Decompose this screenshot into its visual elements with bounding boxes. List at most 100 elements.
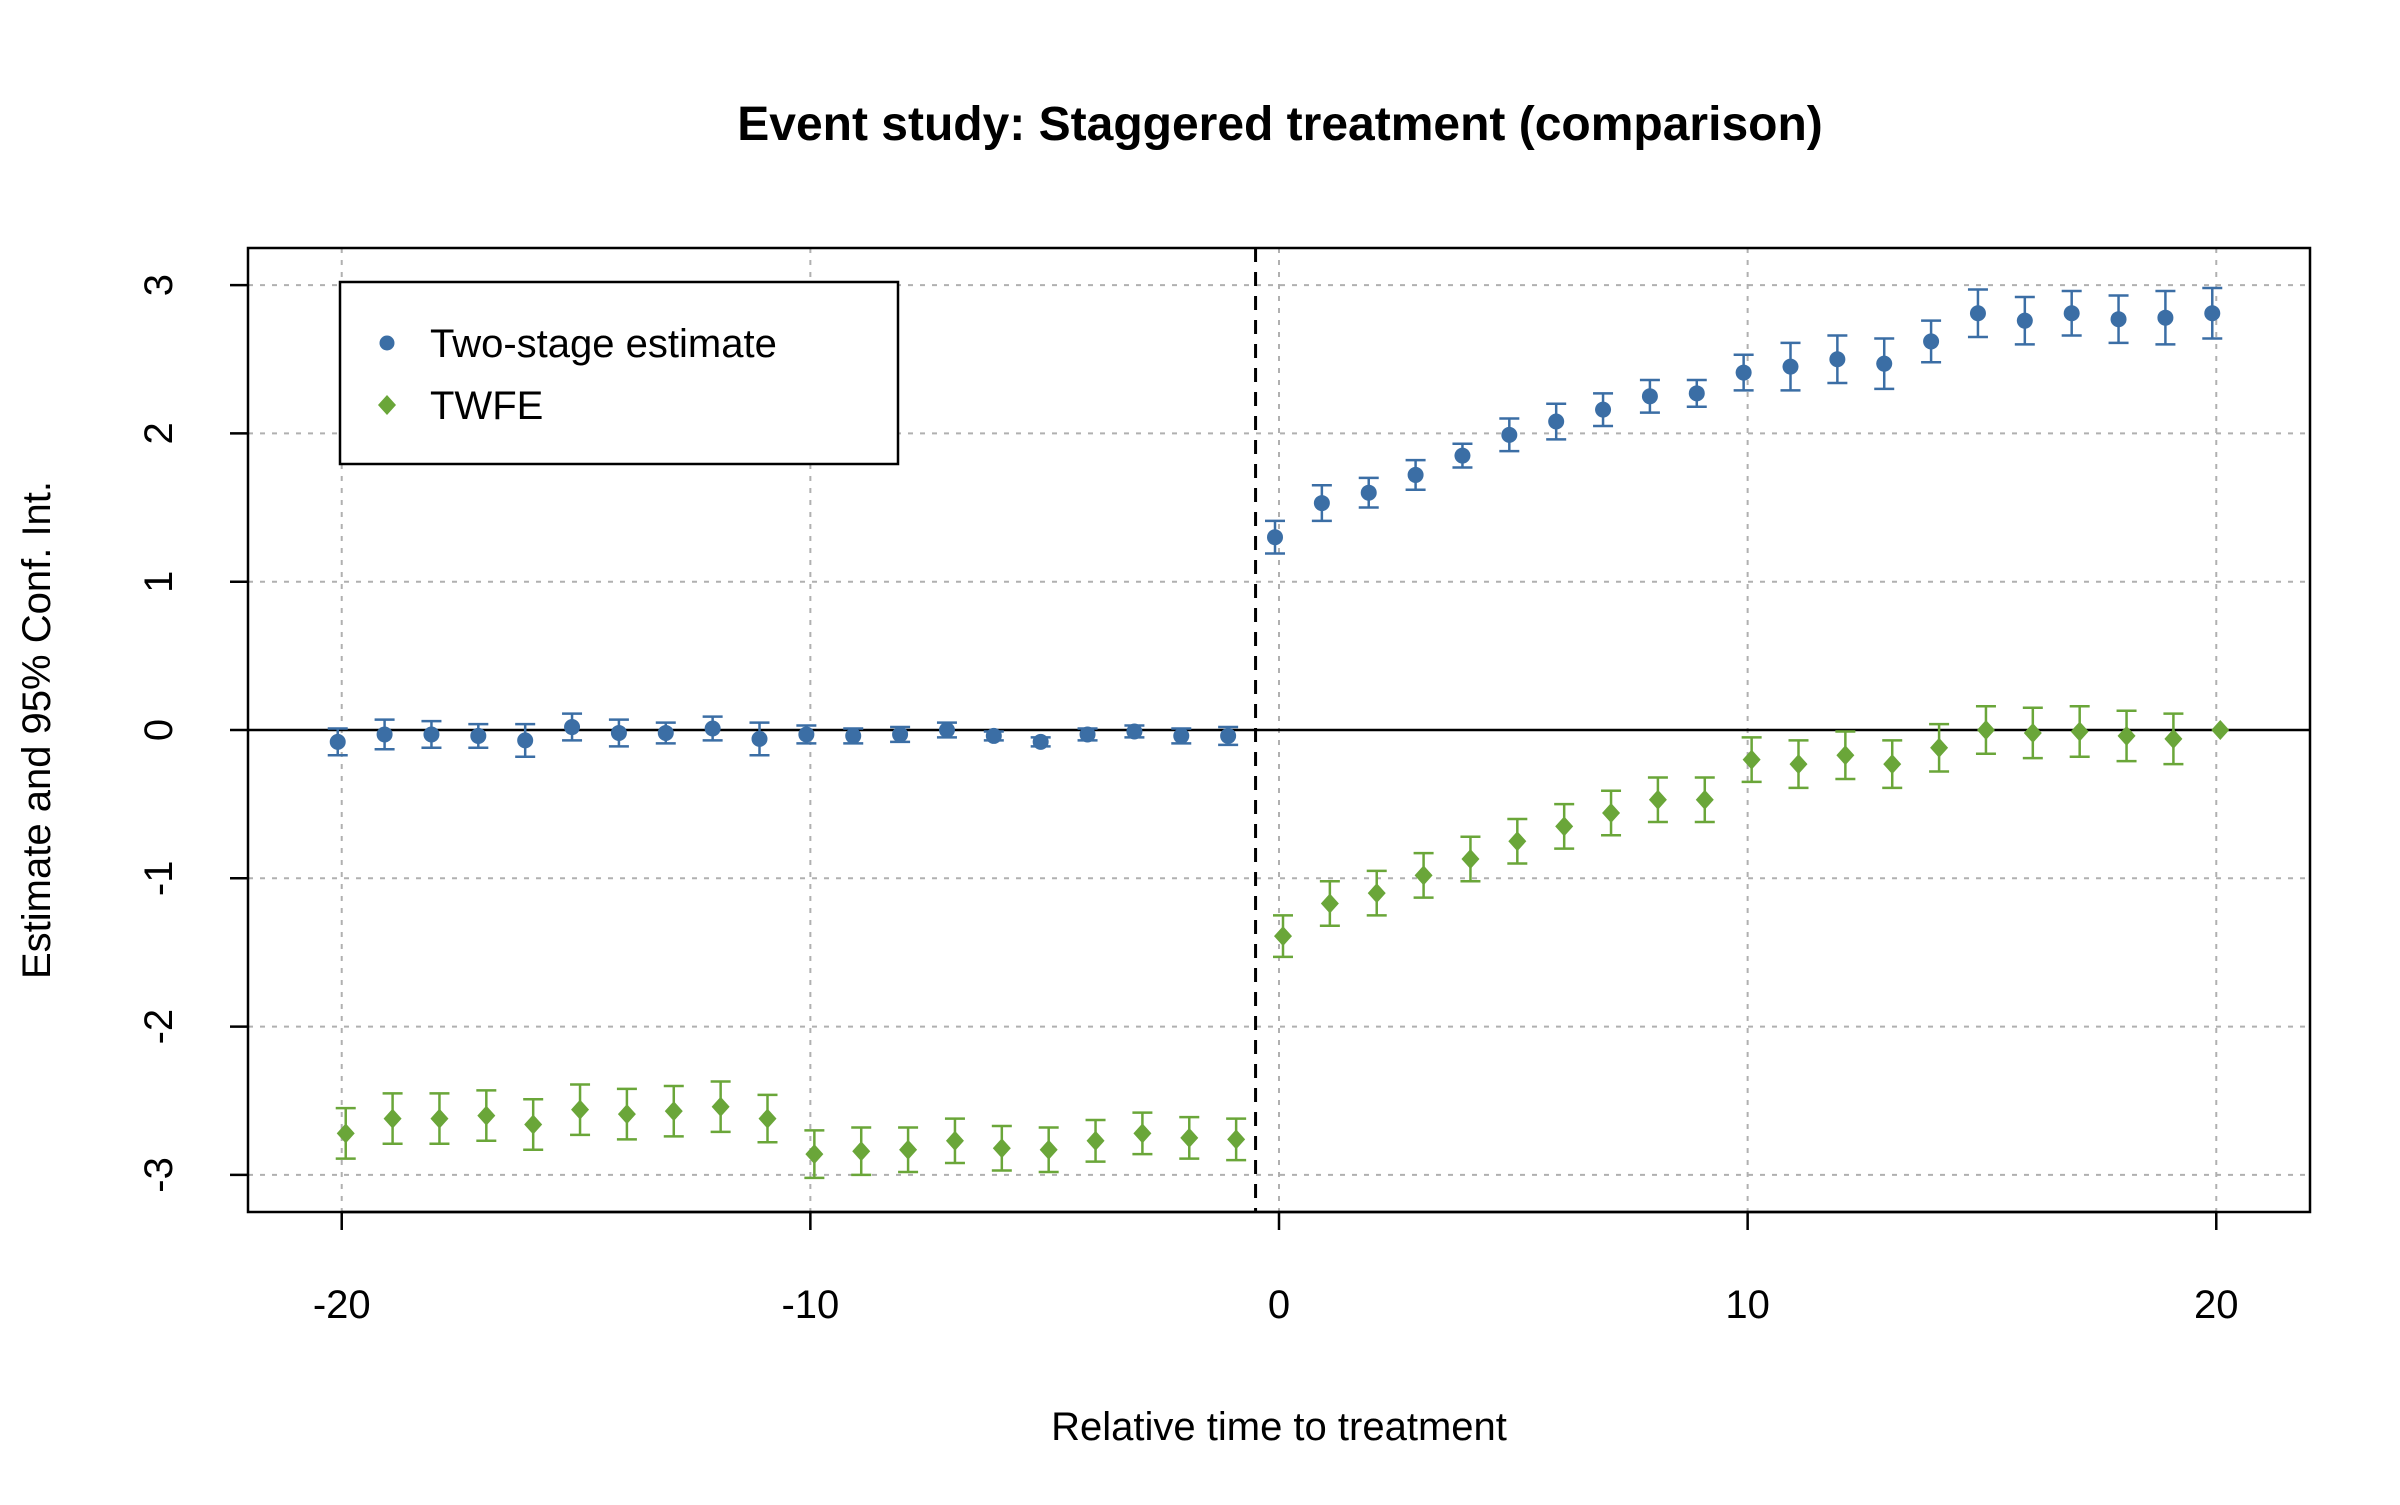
two-stage-point xyxy=(2157,309,2174,326)
two-stage-point xyxy=(1313,495,1330,512)
legend-label-two-stage: Two-stage estimate xyxy=(430,322,777,366)
two-stage-point xyxy=(610,724,627,741)
twfe-point xyxy=(524,1114,543,1135)
twfe-point xyxy=(1695,789,1714,810)
two-stage-point xyxy=(845,727,862,744)
x-tick-label: 20 xyxy=(2194,1283,2239,1327)
two-stage-point xyxy=(1032,733,1049,750)
twfe-point xyxy=(1555,816,1574,837)
two-stage-point xyxy=(892,726,909,743)
twfe-point xyxy=(430,1108,449,1129)
two-stage-point xyxy=(2063,305,2080,322)
two-stage-point xyxy=(938,722,955,738)
legend-marker-twfe xyxy=(378,395,396,415)
two-stage-point xyxy=(1641,388,1658,405)
two-stage-point xyxy=(517,732,534,749)
twfe-point xyxy=(2117,725,2136,746)
x-tick-label: 10 xyxy=(1725,1283,1770,1327)
twfe-point xyxy=(1461,849,1480,870)
data-series xyxy=(327,286,2230,1180)
twfe-point xyxy=(1508,831,1527,852)
twfe-point xyxy=(1602,803,1621,824)
twfe-point xyxy=(1180,1127,1199,1148)
twfe-point xyxy=(1883,754,1902,775)
two-stage-point xyxy=(1969,305,1986,322)
y-tick-label: -2 xyxy=(137,1009,181,1045)
twfe-point xyxy=(899,1139,918,1160)
twfe-point xyxy=(1227,1129,1246,1150)
x-axis: -20 -10 0 10 20 xyxy=(313,1210,2239,1327)
two-stage-point xyxy=(657,724,674,741)
two-stage-point xyxy=(798,726,815,743)
twfe-point xyxy=(992,1138,1011,1159)
two-stage-point xyxy=(376,726,393,743)
two-stage-point xyxy=(1923,333,1940,350)
two-stage-point xyxy=(1548,413,1565,430)
reference-lines xyxy=(248,248,2310,1212)
two-stage-point xyxy=(1782,358,1799,375)
twfe-point xyxy=(1742,749,1761,770)
two-stage-point xyxy=(985,727,1002,744)
legend-label-twfe: TWFE xyxy=(430,384,543,428)
two-stage-point xyxy=(1407,466,1424,483)
two-stage-point xyxy=(1735,364,1752,381)
two-stage-point xyxy=(1267,529,1283,546)
two-stage-point xyxy=(1360,484,1377,501)
legend: Two-stage estimate TWFE xyxy=(338,280,900,466)
twfe-point xyxy=(1836,745,1855,766)
twfe-point xyxy=(852,1141,871,1162)
twfe-point xyxy=(945,1130,964,1151)
twfe-point xyxy=(805,1144,824,1165)
twfe-point xyxy=(758,1108,777,1129)
twfe-point xyxy=(2070,721,2089,742)
two-stage-series xyxy=(327,286,2223,758)
two-stage-point xyxy=(564,719,581,736)
two-stage-point xyxy=(1501,426,1518,443)
y-tick-label: -1 xyxy=(137,861,181,897)
twfe-point xyxy=(2023,722,2042,743)
twfe-point xyxy=(1133,1123,1152,1144)
twfe-point xyxy=(2164,728,2183,749)
twfe-point xyxy=(477,1105,496,1126)
two-stage-point xyxy=(1688,385,1705,402)
two-stage-point xyxy=(1220,727,1237,744)
two-stage-point xyxy=(2204,305,2221,322)
legend-marker-two-stage xyxy=(379,335,395,351)
twfe-point xyxy=(1367,883,1386,904)
twfe-point xyxy=(1976,720,1995,740)
two-stage-point xyxy=(1595,401,1612,418)
twfe-point xyxy=(1274,926,1292,947)
two-stage-point xyxy=(1876,355,1893,372)
y-tick-label: 3 xyxy=(137,274,181,296)
twfe-point xyxy=(617,1104,636,1125)
two-stage-point xyxy=(329,733,346,750)
y-axis: -3 -2 -1 0 1 2 3 xyxy=(137,274,248,1193)
twfe-point xyxy=(383,1108,402,1129)
twfe-point xyxy=(1320,893,1339,914)
y-tick-label: -3 xyxy=(137,1157,181,1193)
chart-title: Event study: Staggered treatment (compar… xyxy=(737,98,1823,151)
legend-box xyxy=(338,280,900,466)
twfe-point xyxy=(1789,754,1808,775)
two-stage-point xyxy=(1829,351,1846,368)
twfe-point xyxy=(571,1099,590,1120)
twfe-point xyxy=(1414,865,1433,886)
y-tick-label: 1 xyxy=(137,571,181,593)
two-stage-point xyxy=(2016,312,2033,329)
twfe-point xyxy=(2211,720,2230,740)
two-stage-point xyxy=(2110,311,2127,328)
two-stage-point xyxy=(704,720,721,737)
two-stage-point xyxy=(1173,727,1190,744)
x-tick-label: -20 xyxy=(313,1283,371,1327)
x-tick-label: 0 xyxy=(1268,1283,1290,1327)
y-tick-label: 0 xyxy=(137,719,181,741)
x-axis-label: Relative time to treatment xyxy=(1051,1405,1507,1449)
two-stage-point xyxy=(1079,726,1096,743)
two-stage-point xyxy=(1126,723,1143,740)
two-stage-point xyxy=(423,726,440,743)
twfe-point xyxy=(664,1101,683,1122)
twfe-series xyxy=(335,705,2230,1180)
x-tick-label: -10 xyxy=(781,1283,839,1327)
